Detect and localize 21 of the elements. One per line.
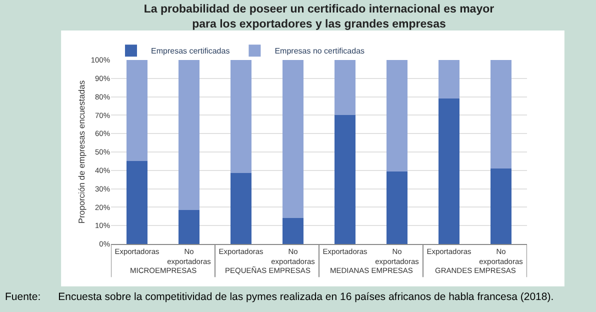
bar [490, 168, 512, 244]
bar [438, 98, 460, 244]
legend-label: Empresas certificadas [151, 46, 230, 56]
bar [334, 60, 356, 116]
bar [386, 60, 408, 172]
bar [386, 171, 408, 244]
chart-title: La probabilidad de poseer un certificado internacional es mayor para los exportadores y las grandes empresas [144, 3, 495, 30]
bar [282, 60, 304, 218]
bar [178, 210, 200, 244]
bar [230, 173, 252, 244]
source-note: Fuente: Encuesta sobre la competitividad de las pymes realizada en 16 países africanos de habla francesa (2018). [5, 291, 554, 303]
bar [230, 60, 252, 174]
bar [438, 60, 460, 99]
bar [334, 115, 356, 244]
bar [282, 218, 304, 244]
y-axis-title: Proporción de empresas encuestadas [76, 80, 86, 224]
bar [490, 60, 512, 169]
bar [178, 60, 200, 210]
bar [126, 60, 148, 162]
legend-label: Empresas no certificadas [274, 46, 365, 56]
bar [126, 161, 148, 244]
